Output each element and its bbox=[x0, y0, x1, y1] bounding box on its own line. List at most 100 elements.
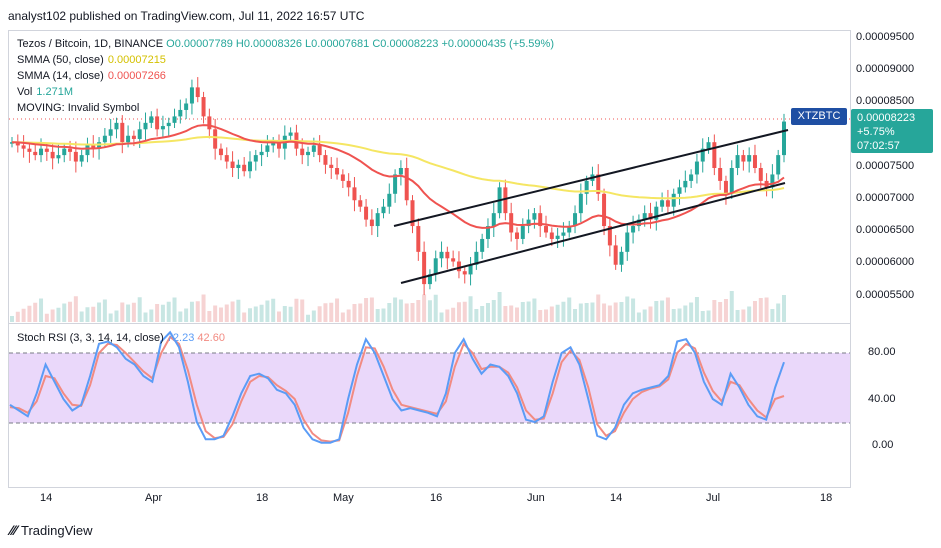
candle-body bbox=[538, 213, 543, 227]
volume-bar bbox=[445, 309, 450, 322]
volume-bar bbox=[15, 311, 20, 322]
candle-body bbox=[555, 235, 560, 239]
vol-value: 1.271M bbox=[36, 86, 73, 98]
volume-bar bbox=[636, 312, 641, 322]
candle-body bbox=[247, 161, 252, 172]
sma50-legend[interactable]: SMMA (50, close) 0.00007215 bbox=[17, 53, 166, 68]
candle-body bbox=[329, 164, 334, 168]
time-tick: 18 bbox=[820, 492, 833, 504]
candle-body bbox=[491, 213, 496, 227]
volume-bar bbox=[410, 303, 415, 322]
volume-bar bbox=[21, 308, 26, 322]
moving-legend[interactable]: MOVING: Invalid Symbol bbox=[17, 101, 139, 116]
volume-bar bbox=[514, 307, 519, 322]
candle-body bbox=[340, 174, 345, 181]
candle-body bbox=[369, 219, 374, 227]
candle-body bbox=[642, 213, 647, 220]
candle-body bbox=[178, 109, 183, 117]
tradingview-logo[interactable]: ⁄⁄⁄ TradingView bbox=[10, 522, 93, 538]
volume-bar bbox=[648, 306, 653, 322]
price-tick: 0.00008500 bbox=[856, 95, 915, 107]
price-tick: 0.00006500 bbox=[856, 224, 915, 236]
candle-body bbox=[184, 103, 189, 110]
volume-bar bbox=[456, 302, 461, 322]
candle-body bbox=[62, 148, 67, 156]
volume-bar bbox=[393, 297, 398, 322]
volume-bar bbox=[398, 299, 403, 322]
price-tick: 0.00007500 bbox=[856, 160, 915, 172]
volume-bar bbox=[544, 309, 549, 322]
candle-body bbox=[671, 193, 676, 207]
volume-bar bbox=[340, 312, 345, 322]
symbol-legend: Tezos / Bitcoin, 1D, BINANCE O0.00007789… bbox=[17, 37, 554, 52]
candle-body bbox=[393, 174, 398, 194]
sma14-value: 0.00007266 bbox=[107, 70, 166, 82]
volume-bar bbox=[590, 302, 595, 322]
volume-bar bbox=[306, 314, 311, 322]
rsi-tick: 0.00 bbox=[872, 439, 894, 451]
volume-bar bbox=[50, 309, 55, 322]
volume-bar bbox=[770, 309, 775, 322]
volume-bar bbox=[282, 306, 287, 322]
volume-bar bbox=[700, 311, 705, 322]
volume-bar bbox=[451, 307, 456, 322]
sma50-label: SMMA (50, close) bbox=[17, 54, 104, 66]
volume-bar bbox=[427, 300, 432, 322]
candle-body bbox=[451, 258, 456, 262]
pane-separator[interactable] bbox=[8, 323, 851, 324]
candle-body bbox=[741, 155, 746, 162]
candle-body bbox=[224, 155, 229, 162]
volume-bar bbox=[62, 303, 67, 322]
low-value: L0.00007681 bbox=[305, 38, 370, 50]
time-tick: 14 bbox=[40, 492, 53, 504]
candle-body bbox=[694, 161, 699, 175]
chart-frame bbox=[8, 30, 851, 488]
candle-body bbox=[480, 238, 485, 252]
vol-legend[interactable]: Vol 1.271M bbox=[17, 85, 73, 100]
volume-bar bbox=[671, 309, 676, 322]
volume-bar bbox=[631, 298, 636, 322]
volume-bar bbox=[189, 301, 194, 322]
price-axis[interactable]: 0.00009500 0.00009000 0.00008500 0.00007… bbox=[856, 0, 936, 548]
channel-upper-line bbox=[393, 129, 789, 227]
smma-14-line bbox=[11, 124, 785, 229]
volume-bar bbox=[677, 308, 682, 322]
brand-name: TradingView bbox=[21, 522, 93, 538]
candle-body bbox=[718, 168, 723, 181]
volume-bar bbox=[166, 301, 171, 322]
volume-bar bbox=[741, 309, 746, 322]
volume-bar bbox=[532, 298, 537, 322]
volume-bar bbox=[520, 302, 525, 322]
candle-body bbox=[143, 122, 148, 130]
candle-body bbox=[352, 187, 357, 201]
candle-body bbox=[619, 251, 624, 265]
volume-bar bbox=[625, 296, 630, 322]
volume-bar bbox=[97, 302, 102, 322]
volume-bar bbox=[689, 302, 694, 322]
candle-body bbox=[631, 226, 636, 233]
volume-bar bbox=[335, 298, 340, 322]
volume-bar bbox=[387, 303, 392, 322]
candle-body bbox=[776, 155, 781, 175]
sma14-legend[interactable]: SMMA (14, close) 0.00007266 bbox=[17, 69, 166, 84]
stoch-label: Stoch RSI (3, 3, 14, 14, close) bbox=[17, 332, 164, 344]
stoch-legend[interactable]: Stoch RSI (3, 3, 14, 14, close) 72.23 42… bbox=[17, 331, 225, 346]
volume-bar bbox=[33, 302, 38, 322]
volume-bar bbox=[364, 298, 369, 322]
candle-body bbox=[271, 142, 276, 146]
volume-bar bbox=[660, 300, 665, 322]
price-tick: 0.00006000 bbox=[856, 256, 915, 268]
candle-body bbox=[346, 180, 351, 188]
candle-body bbox=[689, 174, 694, 181]
candle-body bbox=[752, 155, 757, 168]
candle-body bbox=[445, 251, 450, 259]
candle-body bbox=[468, 264, 473, 275]
price-tick: 0.00009500 bbox=[856, 31, 915, 43]
volume-bar bbox=[120, 302, 125, 322]
candle-body bbox=[306, 151, 311, 156]
volume-bar bbox=[329, 302, 334, 322]
candle-body bbox=[665, 200, 670, 207]
volume-bar bbox=[352, 304, 357, 322]
volume-bar bbox=[236, 299, 241, 322]
